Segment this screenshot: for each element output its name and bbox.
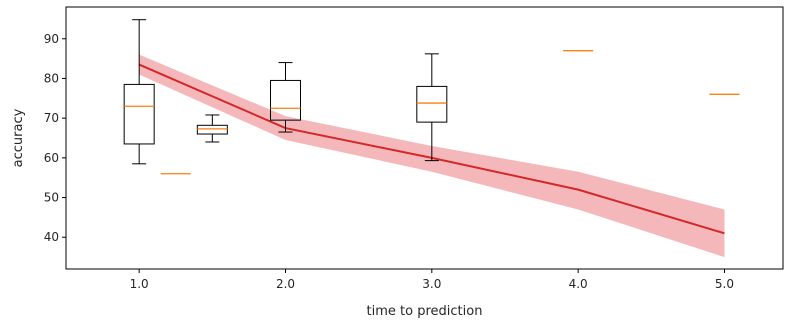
plot-frame [65,6,784,270]
boxplot-2 [196,114,228,143]
y-axis-label: accuracy [11,108,26,167]
x-tick-label: 4.0 [569,277,588,291]
x-tick-label: 5.0 [715,277,734,291]
x-tick-label: 2.0 [276,277,295,291]
x-tick-label: 1.0 [130,277,149,291]
box [123,83,155,145]
x-tick-label: 3.0 [422,277,441,291]
boxplot-4 [416,53,448,162]
y-tick-label: 50 [44,191,59,205]
boxplot-3 [269,62,301,133]
box [196,124,228,135]
box [416,85,448,123]
y-ticks: 40 50 60 70 80 90 [44,32,66,244]
y-tick-label: 70 [44,111,59,125]
x-axis-label: time to prediction [367,304,483,319]
box [269,79,301,121]
y-tick-label: 80 [44,71,59,85]
y-tick-label: 90 [44,32,59,46]
y-tick-label: 40 [44,230,59,244]
boxplot-0 [123,19,155,165]
boxplot-layer [123,19,740,175]
x-ticks: 1.0 2.0 3.0 4.0 5.0 [130,269,734,291]
y-tick-label: 60 [44,151,59,165]
